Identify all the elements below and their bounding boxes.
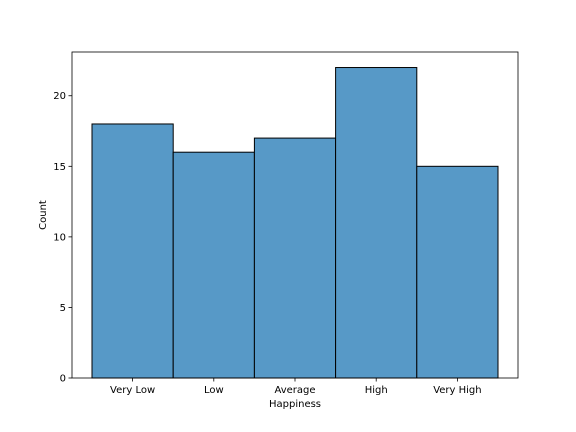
bar-low: [172, 151, 255, 379]
y-ticks-group: 0 5 10 15 20: [53, 91, 72, 385]
bar-very-low: [91, 123, 174, 379]
bars-group: [91, 67, 499, 379]
x-tick-label: Very Low: [110, 385, 155, 396]
y-axis-label: Count: [38, 200, 49, 230]
x-tick-label: High: [365, 385, 388, 396]
y-tick-label: 5: [60, 303, 66, 314]
x-tick-label: Very High: [433, 385, 481, 396]
x-axis-label: Happiness: [269, 399, 321, 410]
x-tick-label: Average: [274, 385, 315, 396]
y-tick-label: 20: [53, 91, 66, 102]
y-tick-label: 15: [53, 162, 66, 173]
bar-high: [335, 67, 418, 379]
y-tick-label: 0: [60, 374, 66, 385]
plot-frame: [71, 51, 519, 379]
bar-average: [253, 137, 337, 379]
x-tick-label: Low: [204, 385, 224, 396]
bar-very-high: [416, 165, 499, 379]
x-ticks-group: Very Low Low Average High Very High: [110, 378, 482, 396]
y-tick-label: 10: [53, 232, 66, 243]
